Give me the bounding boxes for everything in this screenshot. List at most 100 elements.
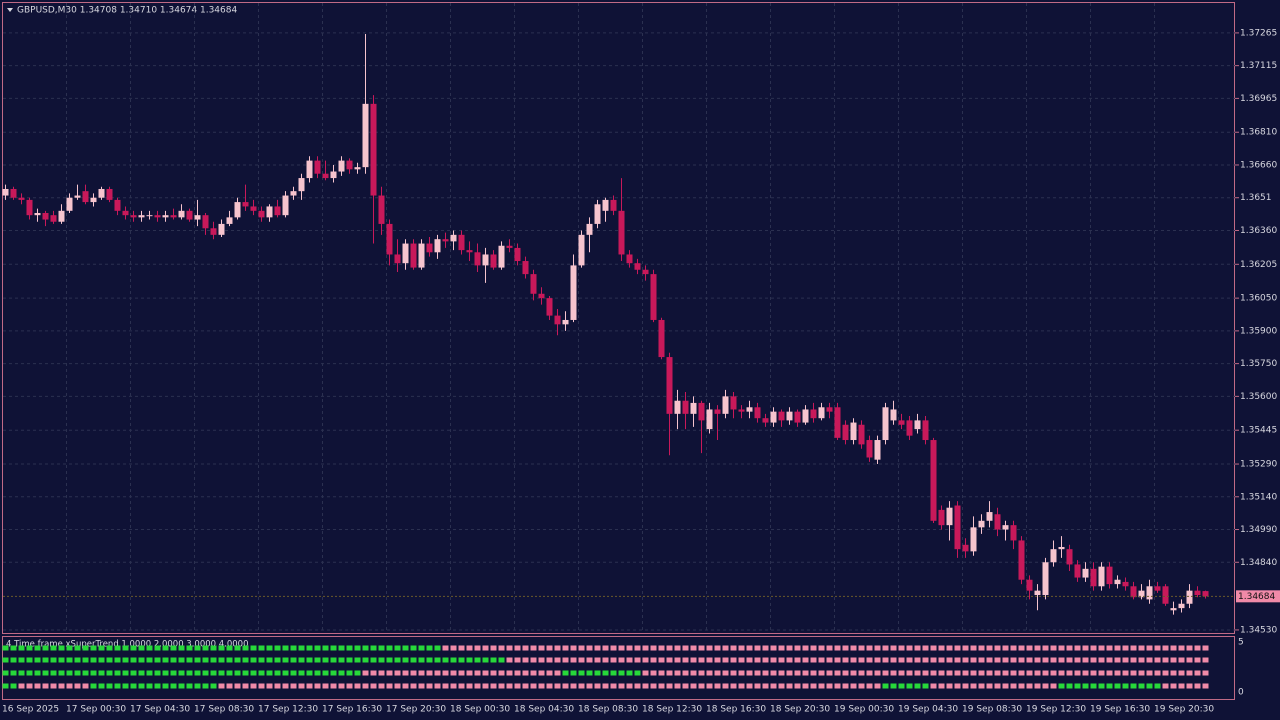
trend-cell (1162, 670, 1169, 676)
trend-cell (1194, 683, 1201, 689)
collapse-arrow[interactable] (7, 8, 13, 12)
indicator-frame (2, 636, 1235, 700)
trend-cell (314, 683, 321, 689)
trend-cell (594, 683, 601, 689)
trend-cell (322, 657, 329, 663)
trend-cell (394, 645, 401, 651)
trend-cell (410, 670, 417, 676)
candle-body (594, 204, 601, 224)
trend-cell (298, 670, 305, 676)
trend-cell (410, 683, 417, 689)
trend-cell (458, 645, 465, 651)
y-tick-label: 1.34990 (1240, 525, 1277, 535)
trend-cell (1194, 657, 1201, 663)
trend-cell (706, 657, 713, 663)
trend-cell (490, 657, 497, 663)
candle-body (1114, 579, 1121, 585)
trend-cell (402, 645, 409, 651)
candle-body (986, 512, 993, 521)
trend-cell (714, 645, 721, 651)
trend-cell (882, 670, 889, 676)
candle-body (50, 215, 57, 222)
trend-cell (450, 657, 457, 663)
trend-cell (202, 670, 209, 676)
trend-cell (322, 645, 329, 651)
trend-cell (74, 645, 81, 651)
candle-body (34, 213, 41, 216)
trend-cell (114, 670, 121, 676)
trend-cell (890, 670, 897, 676)
candle-body (914, 420, 921, 430)
trend-cell (610, 683, 617, 689)
trend-cell (770, 683, 777, 689)
trend-cell (442, 683, 449, 689)
trend-cell (1178, 683, 1185, 689)
trend-cell (674, 670, 681, 676)
trend-cell (186, 670, 193, 676)
trend-cell (1146, 645, 1153, 651)
trend-cell (210, 645, 217, 651)
candle-body (18, 197, 25, 200)
candle-body (122, 210, 129, 216)
candle-body (298, 178, 305, 192)
trend-cell (778, 645, 785, 651)
trend-cell (546, 645, 553, 651)
trend-cell (82, 657, 89, 663)
candle-body (874, 440, 881, 460)
trend-cell (330, 683, 337, 689)
trend-cell (1106, 670, 1113, 676)
trend-cell (666, 645, 673, 651)
trend-cell (762, 683, 769, 689)
trend-cell (1194, 645, 1201, 651)
trend-cell (482, 683, 489, 689)
candle-body (322, 173, 329, 179)
trend-cell (946, 657, 953, 663)
trend-cell (186, 683, 193, 689)
candle-body (218, 223, 225, 235)
trend-cell (530, 670, 537, 676)
trend-cell (42, 670, 49, 676)
trend-cell (1146, 657, 1153, 663)
trend-cell (1002, 657, 1009, 663)
trend-cell (194, 645, 201, 651)
trend-cell (202, 657, 209, 663)
trend-cell (394, 657, 401, 663)
candle-body (890, 409, 897, 421)
trend-cell (306, 645, 313, 651)
x-tick-label: 18 Sep 00:30 (450, 705, 510, 715)
trend-cell (386, 683, 393, 689)
trend-cell (58, 657, 65, 663)
trend-cell (786, 657, 793, 663)
trend-cell (578, 683, 585, 689)
candle-body (626, 254, 633, 264)
candle-body (1098, 566, 1105, 587)
trend-cell (378, 683, 385, 689)
trend-cell (498, 683, 505, 689)
candle-body (674, 400, 681, 414)
trend-cell (1170, 657, 1177, 663)
trend-cell (1058, 670, 1065, 676)
trend-cell (130, 657, 137, 663)
y-tick-label: 1.35750 (1240, 359, 1277, 369)
trend-cell (874, 645, 881, 651)
trend-cell (954, 645, 961, 651)
x-tick-label: 18 Sep 08:30 (578, 705, 638, 715)
trend-cell (418, 657, 425, 663)
trend-cell (938, 670, 945, 676)
trend-cell (482, 645, 489, 651)
candle-body (962, 544, 969, 552)
trend-cell (1154, 657, 1161, 663)
candle-body (730, 396, 737, 410)
trend-cell (354, 645, 361, 651)
trend-cell (834, 645, 841, 651)
trend-cell (1010, 670, 1017, 676)
trend-cell (1034, 645, 1041, 651)
trend-cell (690, 645, 697, 651)
trend-cell (50, 683, 57, 689)
trend-cell (1082, 657, 1089, 663)
candle-body (26, 199, 33, 216)
trend-cell (1186, 670, 1193, 676)
candle-body (1018, 540, 1025, 580)
trend-cell (762, 657, 769, 663)
trend-cell (530, 645, 537, 651)
